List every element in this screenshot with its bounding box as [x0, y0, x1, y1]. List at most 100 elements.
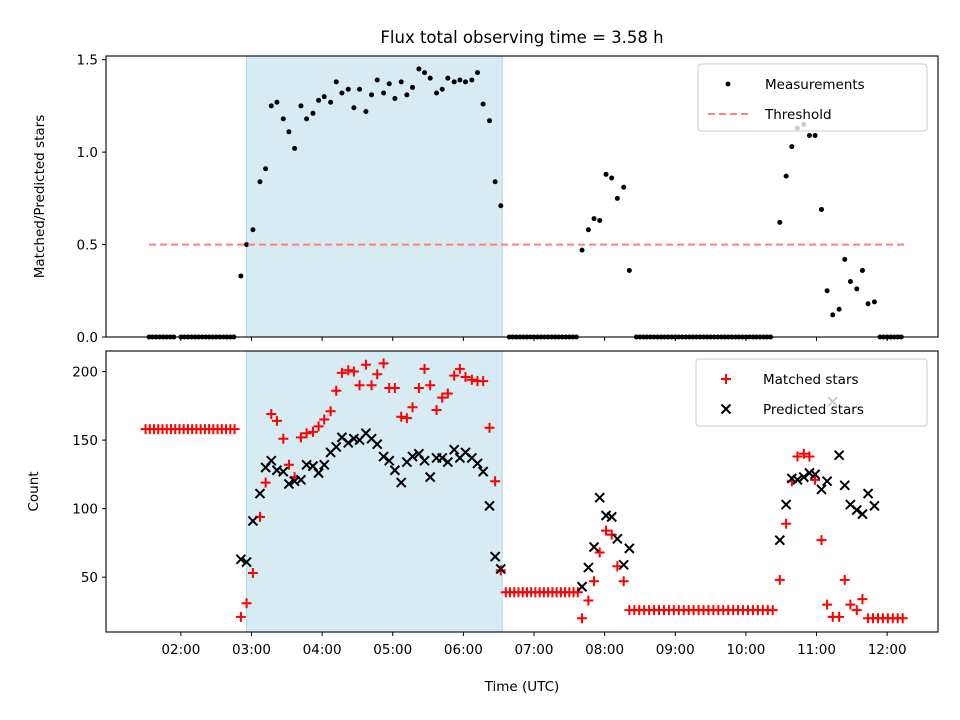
matched-point — [360, 359, 371, 370]
predicted-point — [436, 452, 448, 464]
axes-frame — [105, 55, 939, 338]
matched-point — [851, 605, 862, 616]
matched-point — [437, 392, 448, 403]
data-point — [445, 75, 451, 81]
data-point — [392, 96, 398, 102]
data-point — [783, 173, 789, 179]
data-point — [410, 84, 416, 90]
predicted-point — [283, 478, 295, 490]
series-matched-stars — [140, 358, 908, 624]
legend-label: Measurements — [765, 77, 865, 93]
data-point — [806, 132, 812, 138]
x-tick-label: 07:00 — [515, 642, 554, 658]
matched-point — [792, 451, 803, 462]
matched-point — [442, 388, 453, 399]
data-point — [280, 116, 286, 122]
data-point — [603, 171, 609, 177]
matched-point — [601, 525, 612, 536]
predicted-point — [278, 466, 289, 477]
data-point — [422, 70, 428, 76]
y-tick-label: 0.0 — [77, 330, 98, 346]
legend-label: Predicted stars — [763, 402, 864, 418]
predicted-point — [384, 455, 395, 466]
data-point — [304, 116, 310, 122]
matched-point — [618, 576, 629, 587]
data-point — [386, 81, 392, 87]
matched-point — [348, 366, 359, 377]
matched-point — [454, 363, 465, 374]
data-point — [257, 179, 263, 185]
matched-point — [460, 372, 471, 383]
data-point — [268, 103, 274, 109]
matched-point — [313, 421, 324, 432]
x-tick-label: 12:00 — [868, 642, 907, 658]
data-point — [298, 103, 304, 109]
y-axis-label: Count — [26, 471, 42, 511]
predicted-point — [266, 455, 277, 466]
matched-point — [419, 363, 430, 374]
matched-point — [484, 422, 495, 433]
x-tick-label: 02:00 — [161, 642, 200, 658]
predicted-point — [319, 459, 330, 470]
data-point — [345, 86, 351, 92]
matched-point — [336, 367, 347, 378]
matched-point — [325, 406, 336, 417]
predicted-point — [618, 559, 629, 571]
predicted-point — [792, 474, 803, 486]
data-point — [328, 99, 334, 105]
data-point — [621, 184, 627, 190]
predicted-point — [442, 456, 454, 468]
matched-point — [431, 404, 442, 415]
matched-point — [810, 474, 821, 485]
matched-point — [490, 476, 501, 487]
data-point — [274, 99, 280, 105]
data-point — [777, 219, 783, 225]
matched-point — [235, 611, 246, 622]
data-point — [434, 90, 440, 96]
predicted-point — [331, 441, 342, 453]
data-point — [789, 144, 795, 150]
y-tick-label: 100 — [72, 502, 98, 518]
x-axis-label: Time (UTC) — [484, 679, 560, 695]
data-point — [847, 279, 853, 285]
matched-point — [577, 613, 588, 624]
predicted-point — [821, 476, 833, 487]
predicted-point — [343, 437, 354, 449]
predicted-point — [862, 488, 874, 499]
matched-point — [589, 576, 600, 587]
matched-point — [241, 598, 252, 609]
matched-point — [612, 561, 623, 572]
matched-point — [834, 611, 845, 622]
matched-point — [413, 383, 424, 394]
data-point — [351, 105, 357, 111]
predicted-point — [588, 541, 600, 553]
predicted-point — [235, 554, 247, 565]
data-point — [597, 218, 603, 224]
predicted-point — [472, 458, 483, 469]
matched-point — [425, 380, 436, 391]
observing-span — [246, 55, 503, 338]
data-point — [439, 86, 445, 92]
predicted-point — [612, 533, 623, 544]
data-point — [321, 94, 327, 100]
bottom-panel-counts: 50 100 150 200 02:00 03:00 04:00 05:00 06:00 07:0… — [26, 350, 939, 658]
matched-point — [378, 358, 389, 369]
predicted-point — [624, 543, 635, 554]
predicted-point — [869, 500, 880, 512]
data-point — [457, 77, 463, 83]
data-point — [487, 118, 493, 124]
x-tick-label: 03:00 — [232, 642, 271, 658]
data-point — [579, 247, 585, 253]
matched-point — [266, 409, 277, 420]
predicted-point — [241, 556, 252, 568]
y-tick-label: 200 — [72, 365, 98, 381]
data-point — [292, 145, 298, 151]
x-tick-label: 06:00 — [444, 642, 483, 658]
observing-span — [246, 350, 503, 633]
y-tick-label: 50 — [81, 570, 98, 586]
legend: Matched stars Predicted stars — [695, 358, 928, 427]
legend-marker-predicted-stars — [720, 403, 732, 415]
y-tick-label: 0.5 — [77, 238, 98, 254]
matched-point — [319, 414, 330, 425]
